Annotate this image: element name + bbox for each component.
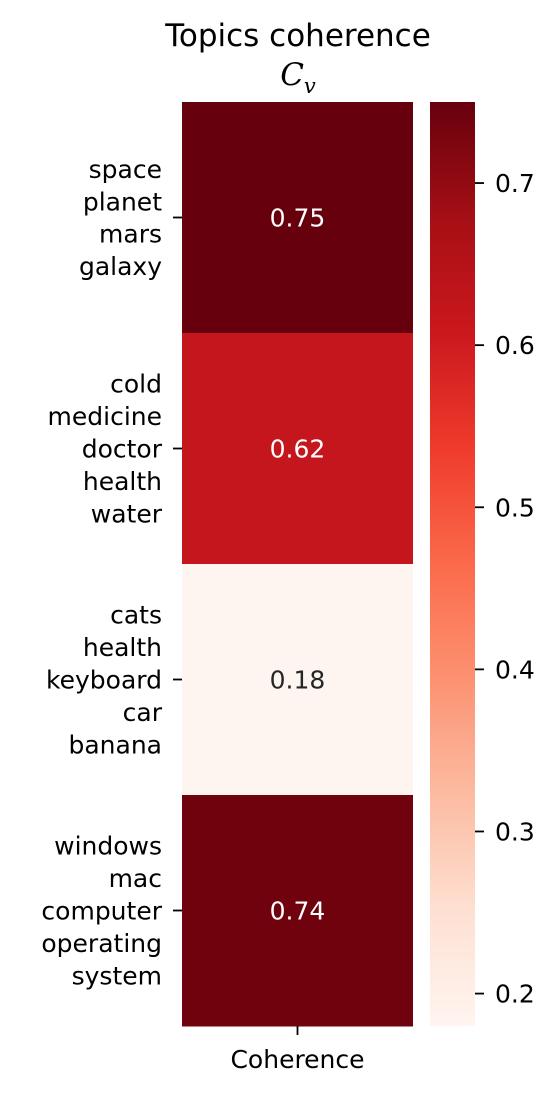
y-tick-label: keyboard xyxy=(46,666,162,695)
colorbar-tick-label: 0.2 xyxy=(495,980,535,1009)
chart-title: Topics coherence xyxy=(164,18,431,54)
cell-value-label: 0.18 xyxy=(270,666,326,695)
heatmap-cell xyxy=(182,564,413,796)
y-tick-label: cold xyxy=(110,370,162,399)
y-tick-label: computer xyxy=(41,897,162,926)
subtitle-subscript: v xyxy=(304,74,316,98)
y-tick-label: system xyxy=(72,961,162,990)
colorbar-tick-label: 0.5 xyxy=(495,493,535,522)
colorbar-tick-label: 0.6 xyxy=(495,331,535,360)
colorbar-gradient xyxy=(430,102,475,1026)
y-tick-label: water xyxy=(91,499,163,528)
chart-subtitle: Cv xyxy=(280,57,316,98)
y-tick-label: cats xyxy=(110,601,162,630)
heatmap-cell xyxy=(182,333,413,565)
y-tick-label: doctor xyxy=(82,435,163,464)
y-tick-label: car xyxy=(123,698,163,727)
y-tick-label: medicine xyxy=(48,402,162,431)
colorbar-tick-label: 0.7 xyxy=(495,169,535,198)
y-tick-label: space xyxy=(89,155,162,184)
colorbar-tick-label: 0.3 xyxy=(495,817,535,846)
cell-value-label: 0.62 xyxy=(270,435,326,464)
x-tick-label: Coherence xyxy=(230,1045,364,1074)
y-tick-label: health xyxy=(83,467,162,496)
y-axis-ticks: space planet mars galaxy cold medicine doctor h… xyxy=(41,155,182,990)
y-tick-label: windows xyxy=(54,832,162,861)
y-tick-label: galaxy xyxy=(79,252,162,281)
y-tick-label: mars xyxy=(99,220,162,249)
subtitle-symbol: C xyxy=(280,57,304,93)
y-tick-label: operating xyxy=(41,929,162,958)
y-tick-label: health xyxy=(83,633,162,662)
colorbar-tick-label: 0.4 xyxy=(495,655,535,684)
heatmap-cell xyxy=(182,102,413,334)
colorbar: 0.2 0.3 0.4 0.5 0.6 0.7 xyxy=(430,102,535,1026)
x-axis-ticks: Coherence xyxy=(230,1026,365,1074)
heatmap-cell xyxy=(182,795,413,1027)
y-tick-label: planet xyxy=(83,187,162,216)
y-tick-label: banana xyxy=(68,730,162,759)
cell-value-label: 0.74 xyxy=(270,897,326,926)
heatmap-cells: 0.75 0.62 0.18 0.74 xyxy=(182,102,413,1027)
cell-value-label: 0.75 xyxy=(270,204,326,233)
y-tick-label: mac xyxy=(109,864,162,893)
